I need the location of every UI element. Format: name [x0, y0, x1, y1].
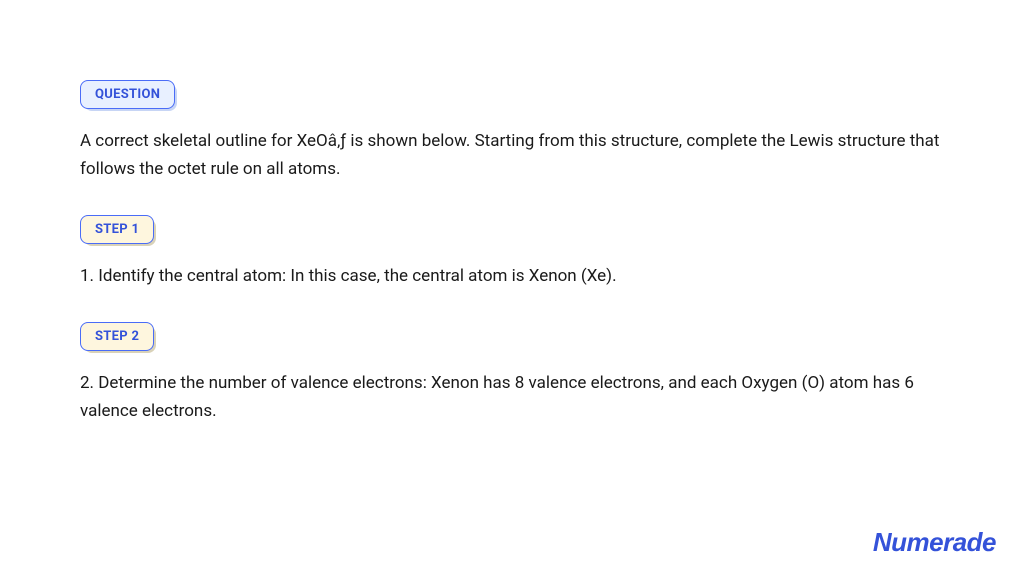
step-2-section: STEP 2 2. Determine the number of valenc…: [80, 322, 944, 425]
step-2-text: 2. Determine the number of valence elect…: [80, 369, 944, 425]
step-1-section: STEP 1 1. Identify the central atom: In …: [80, 215, 944, 290]
question-badge: QUESTION: [80, 80, 175, 109]
step-1-text: 1. Identify the central atom: In this ca…: [80, 262, 944, 290]
step-1-badge: STEP 1: [80, 215, 154, 244]
step-2-badge: STEP 2: [80, 322, 154, 351]
numerade-logo: Numerade: [873, 527, 996, 558]
question-section: QUESTION A correct skeletal outline for …: [80, 80, 944, 183]
question-text: A correct skeletal outline for XeOâ‚ƒ is…: [80, 127, 944, 183]
